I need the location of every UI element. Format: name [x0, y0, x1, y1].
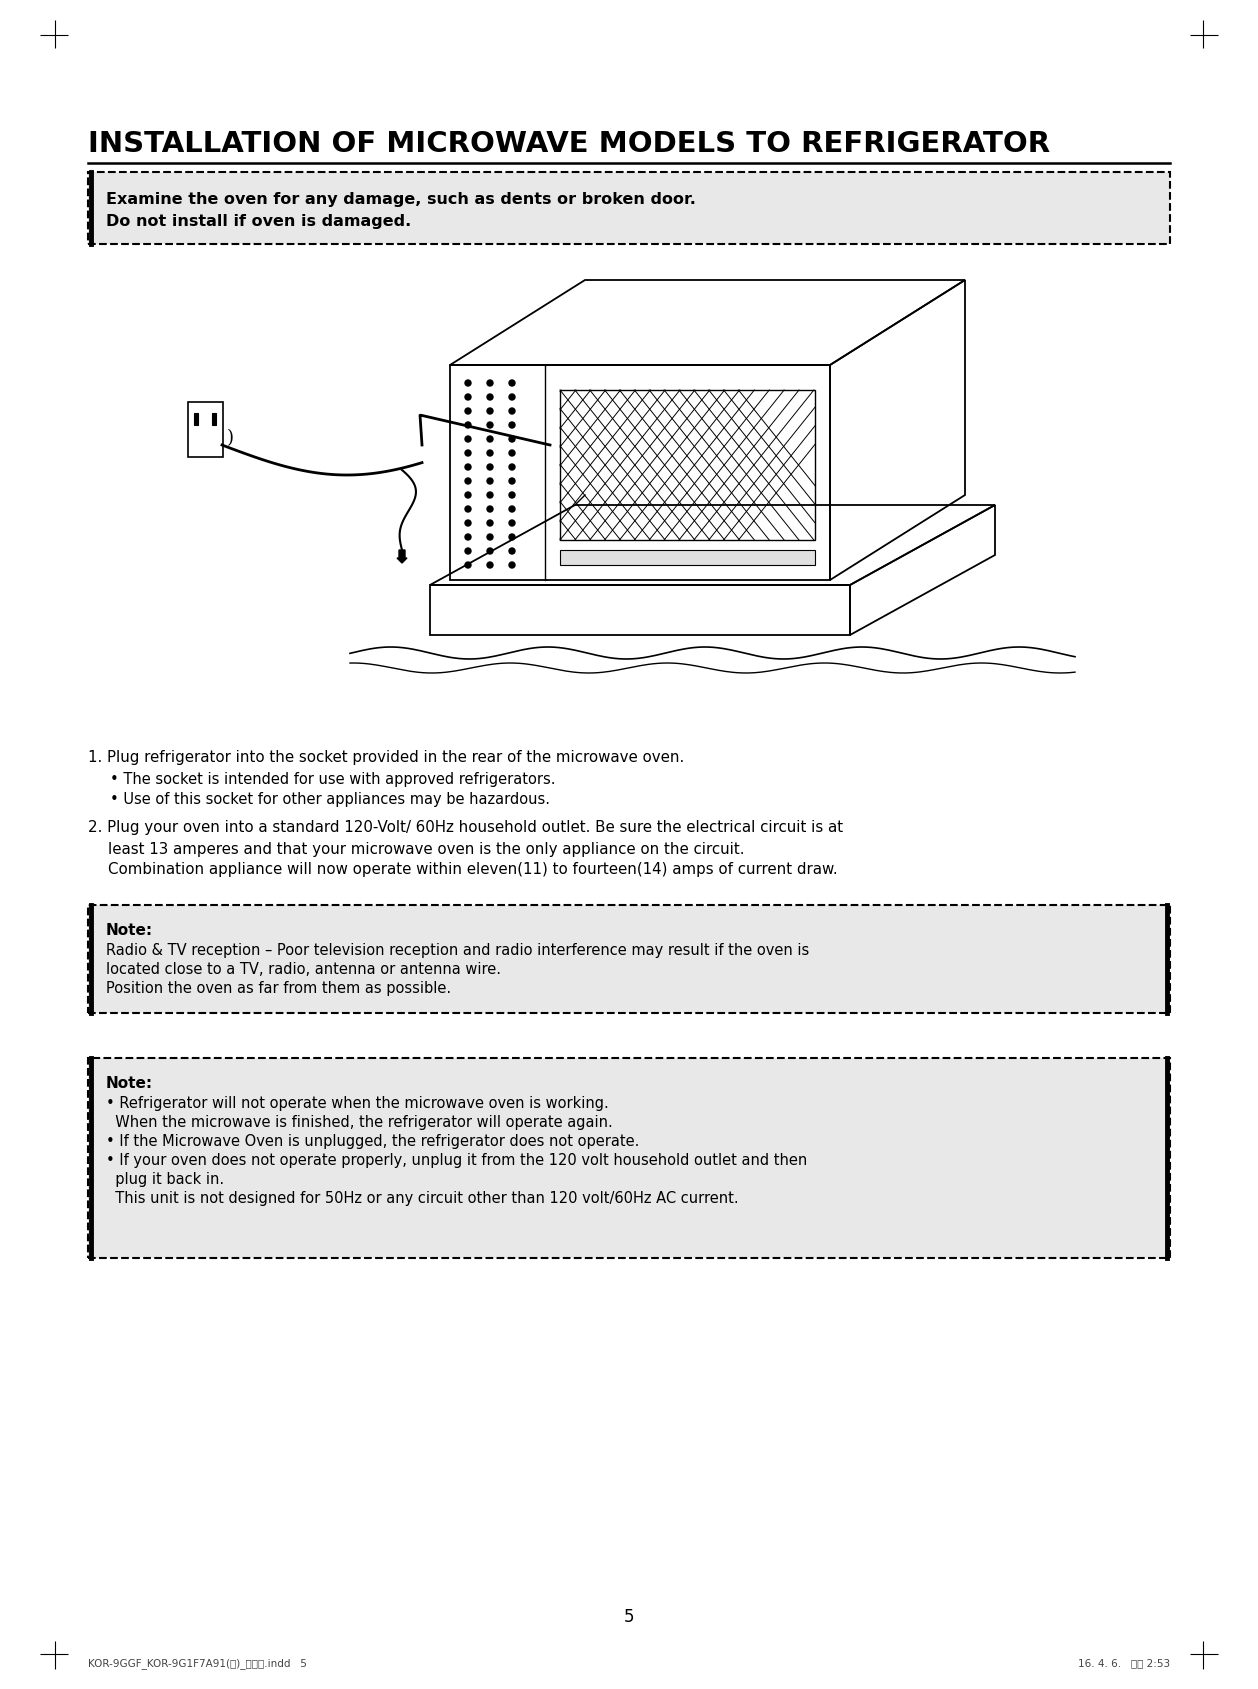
- Text: Examine the oven for any damage, such as dents or broken door.: Examine the oven for any damage, such as…: [106, 193, 696, 208]
- Circle shape: [487, 478, 493, 485]
- Circle shape: [487, 380, 493, 387]
- Text: This unit is not designed for 50Hz or any circuit other than 120 volt/60Hz AC cu: This unit is not designed for 50Hz or an…: [106, 1191, 738, 1206]
- Text: Note:: Note:: [106, 1076, 153, 1091]
- Circle shape: [487, 436, 493, 443]
- Text: Combination appliance will now operate within eleven(11) to fourteen(14) amps of: Combination appliance will now operate w…: [108, 861, 838, 877]
- Bar: [88, 905, 1170, 1013]
- Circle shape: [465, 394, 470, 400]
- Bar: [88, 172, 1170, 243]
- Text: located close to a TV, radio, antenna or antenna wire.: located close to a TV, radio, antenna or…: [106, 963, 501, 976]
- Text: 1. Plug refrigerator into the socket provided in the rear of the microwave oven.: 1. Plug refrigerator into the socket pro…: [88, 750, 684, 765]
- Text: • The socket is intended for use with approved refrigerators.: • The socket is intended for use with ap…: [109, 772, 556, 787]
- Text: When the microwave is finished, the refrigerator will operate again.: When the microwave is finished, the refr…: [106, 1115, 613, 1130]
- Bar: [88, 1057, 1170, 1258]
- Circle shape: [509, 449, 515, 456]
- Circle shape: [509, 520, 515, 525]
- Bar: [88, 1057, 1170, 1258]
- Text: ): ): [226, 429, 234, 448]
- Circle shape: [509, 394, 515, 400]
- Circle shape: [465, 491, 470, 498]
- Text: Position the oven as far from them as possible.: Position the oven as far from them as po…: [106, 981, 452, 997]
- Text: 2. Plug your oven into a standard 120-Volt/ 60Hz household outlet. Be sure the e: 2. Plug your oven into a standard 120-Vo…: [88, 819, 843, 834]
- Circle shape: [465, 380, 470, 387]
- Circle shape: [465, 547, 470, 554]
- Circle shape: [487, 562, 493, 568]
- Circle shape: [487, 409, 493, 414]
- Circle shape: [487, 520, 493, 525]
- FancyArrow shape: [398, 551, 408, 562]
- Bar: [560, 390, 815, 540]
- Text: Note:: Note:: [106, 922, 153, 937]
- Bar: [213, 414, 216, 426]
- Circle shape: [509, 478, 515, 485]
- Text: Do not install if oven is damaged.: Do not install if oven is damaged.: [106, 215, 411, 230]
- Circle shape: [509, 507, 515, 512]
- Circle shape: [487, 422, 493, 427]
- Text: • If your oven does not operate properly, unplug it from the 120 volt household : • If your oven does not operate properly…: [106, 1154, 808, 1169]
- Circle shape: [509, 547, 515, 554]
- Circle shape: [465, 449, 470, 456]
- Bar: [194, 414, 198, 426]
- Circle shape: [465, 464, 470, 470]
- Circle shape: [465, 562, 470, 568]
- Circle shape: [465, 507, 470, 512]
- Circle shape: [465, 436, 470, 443]
- Circle shape: [487, 534, 493, 540]
- Circle shape: [487, 394, 493, 400]
- Circle shape: [465, 478, 470, 485]
- Circle shape: [509, 534, 515, 540]
- Circle shape: [465, 409, 470, 414]
- Text: • Refrigerator will not operate when the microwave oven is working.: • Refrigerator will not operate when the…: [106, 1096, 609, 1111]
- Circle shape: [487, 547, 493, 554]
- Text: • If the Microwave Oven is unplugged, the refrigerator does not operate.: • If the Microwave Oven is unplugged, th…: [106, 1133, 639, 1149]
- Circle shape: [509, 436, 515, 443]
- Circle shape: [509, 409, 515, 414]
- Text: KOR-9GGF_KOR-9G1F7A91(영)_규격용.indd   5: KOR-9GGF_KOR-9G1F7A91(영)_규격용.indd 5: [88, 1659, 307, 1669]
- Circle shape: [509, 422, 515, 427]
- Text: 5: 5: [624, 1608, 634, 1627]
- Circle shape: [487, 491, 493, 498]
- Circle shape: [465, 520, 470, 525]
- Bar: [187, 402, 223, 458]
- Circle shape: [465, 534, 470, 540]
- Text: plug it back in.: plug it back in.: [106, 1172, 224, 1187]
- Bar: [88, 172, 1170, 243]
- Circle shape: [509, 562, 515, 568]
- Circle shape: [465, 422, 470, 427]
- Text: INSTALLATION OF MICROWAVE MODELS TO REFRIGERATOR: INSTALLATION OF MICROWAVE MODELS TO REFR…: [88, 130, 1050, 159]
- Bar: [88, 905, 1170, 1013]
- Text: least 13 amperes and that your microwave oven is the only appliance on the circu: least 13 amperes and that your microwave…: [108, 843, 745, 856]
- Circle shape: [509, 464, 515, 470]
- Text: • Use of this socket for other appliances may be hazardous.: • Use of this socket for other appliance…: [109, 792, 550, 807]
- Circle shape: [509, 491, 515, 498]
- Text: 16. 4. 6.   오후 2:53: 16. 4. 6. 오후 2:53: [1078, 1659, 1170, 1669]
- Circle shape: [487, 464, 493, 470]
- Circle shape: [487, 507, 493, 512]
- Circle shape: [509, 380, 515, 387]
- Bar: [560, 551, 815, 566]
- Text: Radio & TV reception – Poor television reception and radio interference may resu: Radio & TV reception – Poor television r…: [106, 942, 809, 958]
- Circle shape: [487, 449, 493, 456]
